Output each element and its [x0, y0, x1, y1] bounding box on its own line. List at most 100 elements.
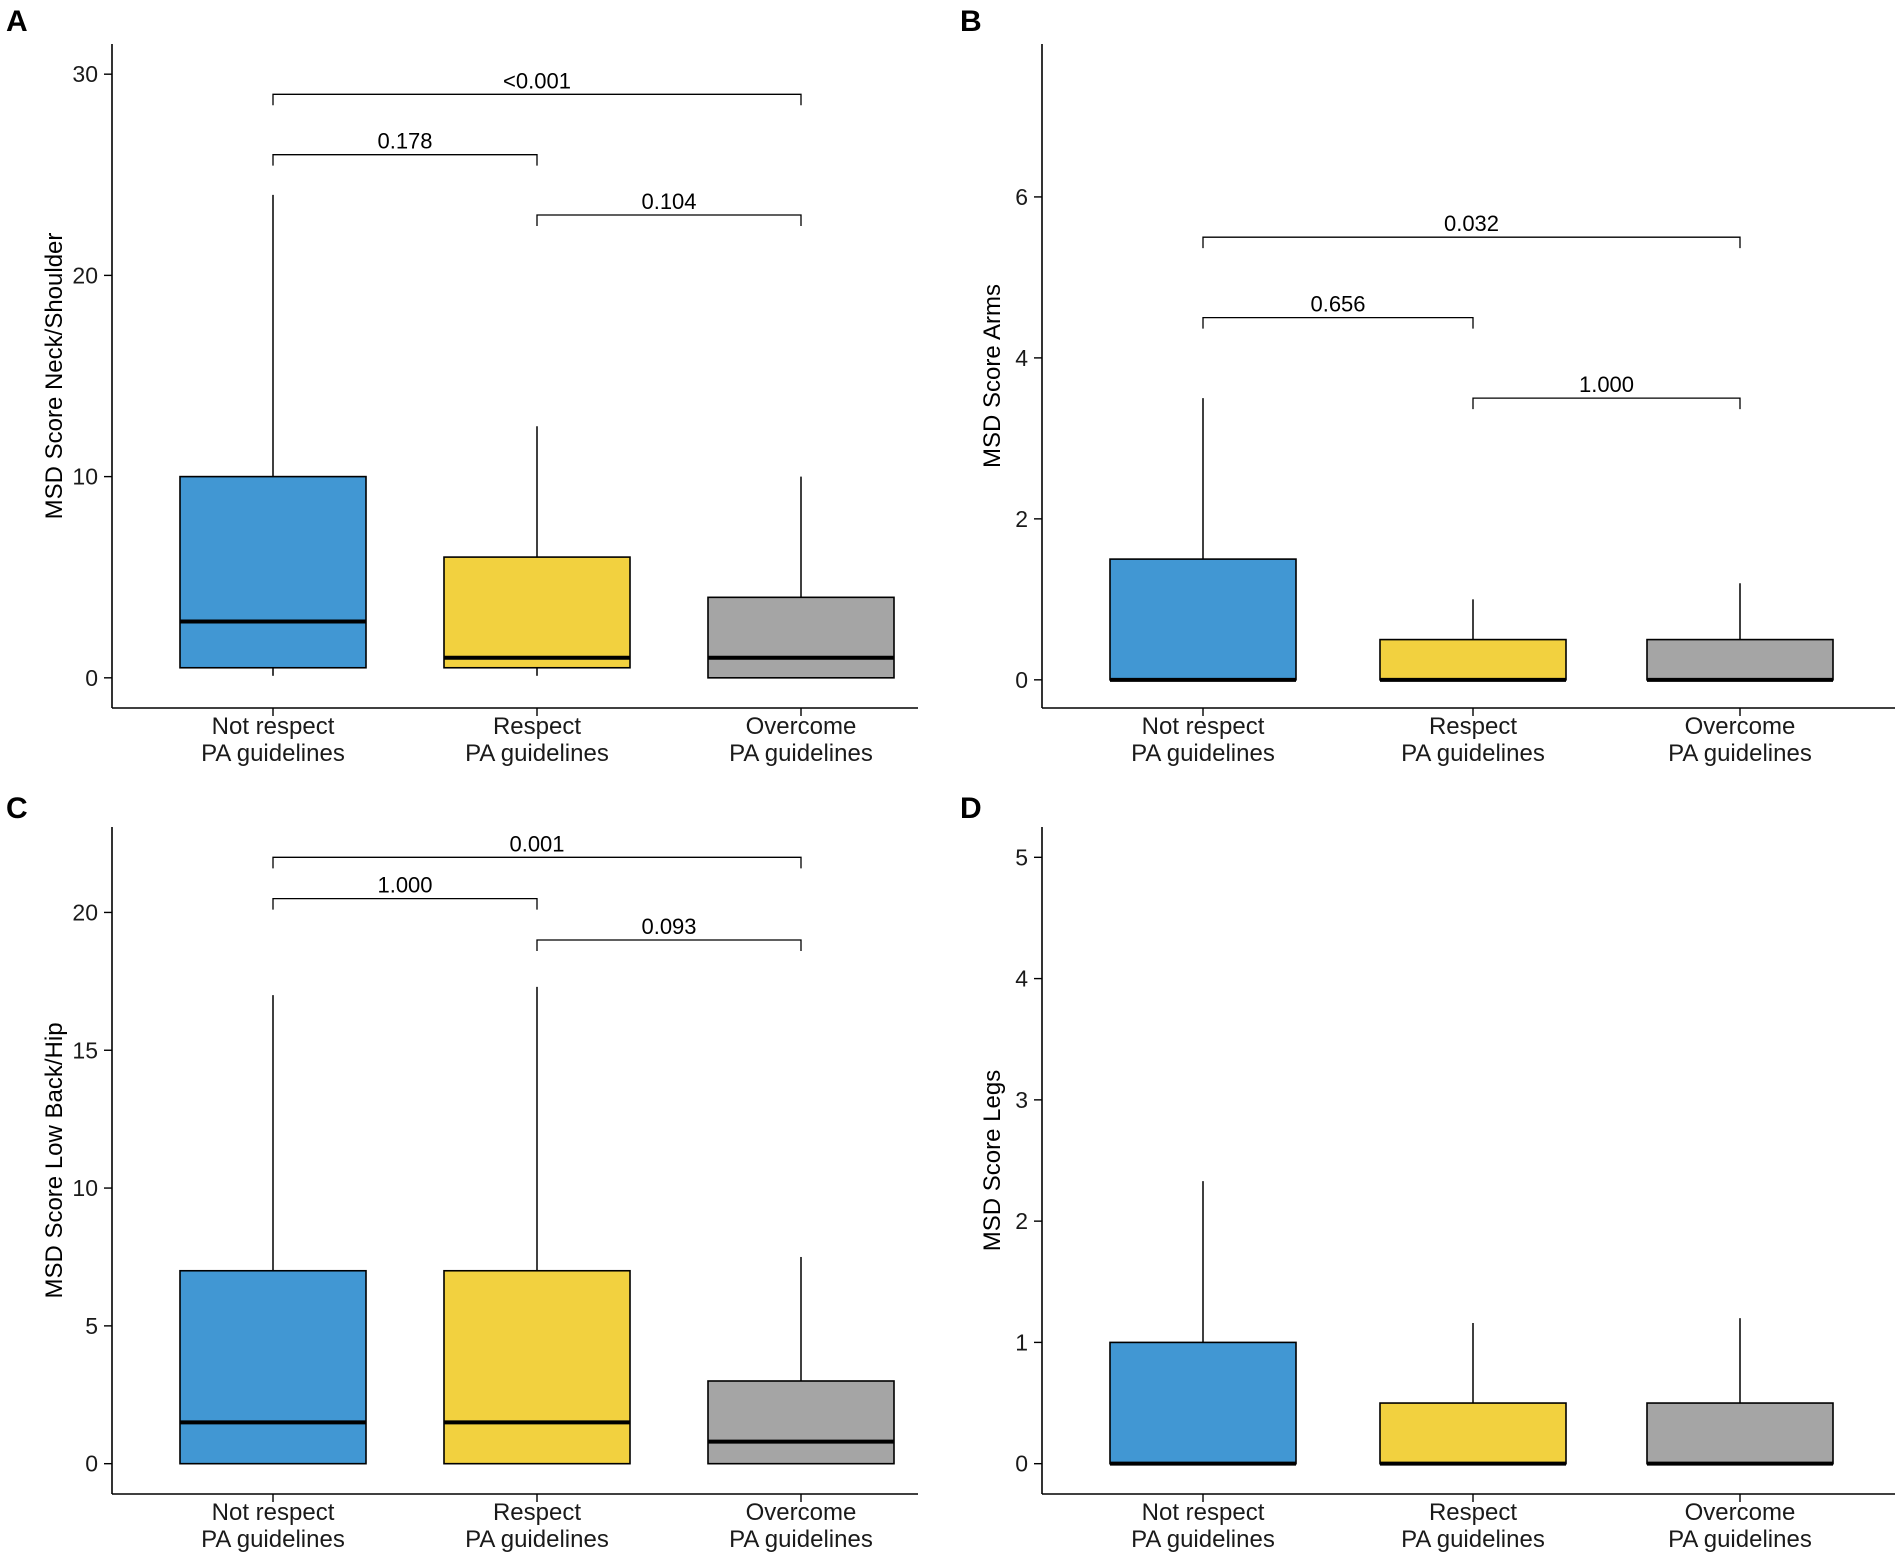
bracket-line: [272, 154, 538, 166]
y-tick-label: 1: [1015, 1329, 1028, 1355]
box-3: [1646, 1318, 1834, 1466]
p-value-label: 0.093: [641, 914, 696, 939]
box-1: [179, 995, 367, 1465]
x-tick-label-line1: Overcome: [746, 1499, 857, 1526]
x-tick-label-line2: PA guidelines: [465, 740, 609, 767]
x-tick-label-line1: Respect: [493, 1499, 581, 1526]
box-body: [443, 556, 631, 669]
panel-letter: C: [6, 792, 28, 825]
bracket-line: [1472, 397, 1741, 410]
x-tick-label-line2: PA guidelines: [1131, 740, 1275, 767]
comparison-bracket: <0.001: [272, 68, 802, 106]
p-value-label: 0.104: [641, 189, 696, 214]
bracket-line: [272, 898, 538, 910]
x-tick-label-line1: Respect: [1429, 1499, 1517, 1526]
panel-letter: D: [960, 792, 982, 825]
y-tick-label: 10: [72, 464, 98, 490]
panel-letter: A: [6, 5, 28, 38]
x-tick-label-line1: Not respect: [212, 713, 335, 740]
y-tick-label: 2: [1015, 506, 1028, 532]
box-body: [707, 1380, 895, 1465]
y-tick-label: 30: [72, 61, 98, 87]
panel-letter: B: [960, 5, 982, 38]
box-body: [443, 1269, 631, 1465]
x-tick-label-line2: PA guidelines: [201, 1526, 345, 1553]
x-tick-label-line2: PA guidelines: [729, 1526, 873, 1553]
y-tick-label: 5: [85, 1313, 98, 1339]
box-1: [1109, 398, 1297, 682]
y-tick-label: 0: [85, 665, 98, 691]
panel-a: A 0 10 20 30 MSD Score Neck/Shoulder Not respe…: [6, 5, 918, 767]
y-tick-label: 4: [1015, 966, 1028, 992]
x-tick-label-line1: Not respect: [212, 1499, 335, 1526]
x-tick-label-line2: PA guidelines: [1668, 740, 1812, 767]
x-tick-label-line1: Not respect: [1142, 713, 1265, 740]
comparison-bracket: 1.000: [272, 873, 538, 910]
bracket-line: [1202, 236, 1741, 249]
p-value-label: 0.178: [377, 129, 432, 154]
box-3: [707, 1256, 895, 1465]
bracket-line: [536, 939, 802, 952]
y-tick-label: 10: [72, 1175, 98, 1201]
box-body: [1109, 1341, 1297, 1465]
x-tick-label-line1: Respect: [493, 713, 581, 740]
y-tick-label: 0: [1015, 1451, 1028, 1477]
x-tick-label-line1: Overcome: [1685, 713, 1796, 740]
p-value-label: 1.000: [1579, 372, 1634, 397]
x-tick-label-line2: PA guidelines: [201, 740, 345, 767]
x-tick-label-line2: PA guidelines: [1401, 740, 1545, 767]
bracket-line: [536, 214, 802, 227]
x-tick-label-line1: Overcome: [1685, 1499, 1796, 1526]
box-body: [1646, 638, 1834, 681]
box-body: [1646, 1402, 1834, 1465]
x-tick-label-line1: Not respect: [1142, 1499, 1265, 1526]
y-tick-label: 0: [1015, 667, 1028, 693]
x-tick-label-line1: Respect: [1429, 713, 1517, 740]
y-tick-label: 0: [85, 1451, 98, 1477]
box-2: [443, 426, 631, 676]
y-tick-label: 4: [1015, 345, 1028, 371]
x-tick-label-line2: PA guidelines: [1131, 1526, 1275, 1553]
box-body: [1379, 638, 1567, 681]
bracket-line: [1202, 316, 1474, 329]
bracket-line: [272, 93, 802, 106]
y-tick-label: 20: [72, 262, 98, 288]
p-value-label: 0.032: [1444, 211, 1499, 236]
comparison-bracket: 0.001: [272, 831, 802, 869]
y-tick-label: 5: [1015, 844, 1028, 870]
box-1: [179, 194, 367, 676]
y-axis-title: MSD Score Neck/Shoulder: [41, 233, 68, 520]
x-tick-label-line2: PA guidelines: [465, 1526, 609, 1553]
panel-c: C 0 5 10 15 20 MSD Score Low Back/Hip Not respe…: [6, 792, 918, 1553]
comparison-bracket: 0.104: [536, 189, 802, 227]
comparison-bracket: 0.032: [1202, 211, 1741, 249]
y-tick-label: 3: [1015, 1087, 1028, 1113]
comparison-bracket: 0.178: [272, 129, 538, 166]
x-tick-label-line2: PA guidelines: [1401, 1526, 1545, 1553]
box-body: [179, 1269, 367, 1465]
box-2: [1379, 599, 1567, 682]
comparison-bracket: 1.000: [1472, 372, 1741, 410]
y-tick-label: 6: [1015, 184, 1028, 210]
y-tick-label: 20: [72, 899, 98, 925]
box-body: [1109, 558, 1297, 681]
box-2: [1379, 1323, 1567, 1466]
p-value-label: 0.001: [509, 831, 564, 856]
p-value-label: 0.656: [1310, 292, 1365, 317]
box-body: [179, 475, 367, 669]
box-body: [707, 596, 895, 679]
box-1: [1109, 1181, 1297, 1466]
bracket-line: [272, 856, 802, 869]
x-tick-label-line1: Overcome: [746, 713, 857, 740]
y-tick-label: 2: [1015, 1208, 1028, 1234]
y-axis-title: MSD Score Legs: [979, 1070, 1006, 1251]
box-2: [443, 986, 631, 1465]
comparison-bracket: 0.656: [1202, 292, 1474, 329]
x-tick-label-line2: PA guidelines: [1668, 1526, 1812, 1553]
p-value-label: 1.000: [377, 873, 432, 898]
p-value-label: <0.001: [503, 68, 571, 93]
box-3: [1646, 583, 1834, 682]
